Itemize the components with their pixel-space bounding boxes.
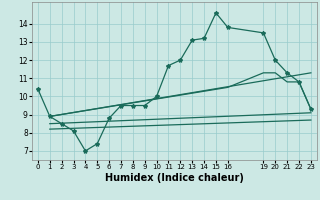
X-axis label: Humidex (Indice chaleur): Humidex (Indice chaleur) [105,173,244,183]
